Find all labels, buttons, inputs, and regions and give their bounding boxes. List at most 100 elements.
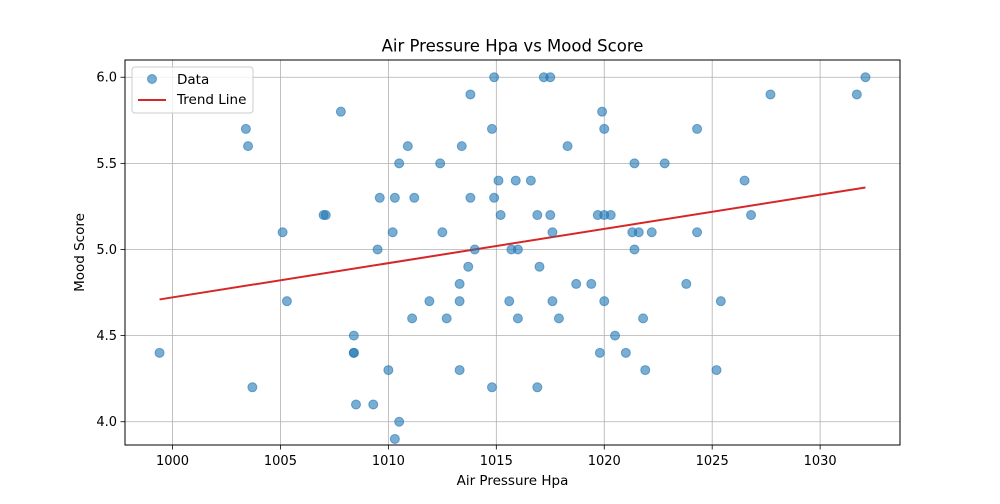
data-point (547, 227, 558, 238)
data-point (851, 89, 862, 100)
data-point (586, 278, 597, 289)
x-tick-label: 1015 (480, 454, 513, 469)
data-point (495, 210, 506, 221)
legend-data-label: Data (177, 72, 209, 88)
data-point (454, 278, 465, 289)
data-point (646, 227, 657, 238)
data-point (739, 175, 750, 186)
data-point (277, 227, 288, 238)
data-point (692, 123, 703, 134)
data-point (765, 89, 776, 100)
data-point (532, 210, 543, 221)
data-point (638, 313, 649, 324)
data-point (372, 244, 383, 255)
data-point (553, 313, 564, 324)
legend-box (131, 66, 254, 114)
legend-data-marker (147, 74, 157, 84)
data-point (659, 158, 670, 169)
x-axis-label: Air Pressure Hpa (457, 473, 569, 489)
data-point (402, 141, 413, 152)
chart-title: Air Pressure Hpa vs Mood Score (382, 37, 644, 56)
data-point (610, 330, 621, 341)
data-point (512, 244, 523, 255)
data-point (599, 123, 610, 134)
data-point (409, 192, 420, 203)
x-tick-label: 1025 (696, 454, 729, 469)
data-point (633, 227, 644, 238)
data-point (348, 347, 359, 358)
y-tick-label: 4.5 (96, 329, 117, 344)
data-point (387, 227, 398, 238)
data-point (597, 106, 608, 117)
data-point (394, 158, 405, 169)
data-point (545, 72, 556, 83)
data-point (374, 192, 385, 203)
data-point (532, 382, 543, 393)
data-point (525, 175, 536, 186)
data-point (281, 296, 292, 307)
data-point (441, 313, 452, 324)
data-point (545, 210, 556, 221)
x-tick-label: 1030 (804, 454, 837, 469)
data-point (681, 278, 692, 289)
data-point (424, 296, 435, 307)
trend-line-layer (159, 186, 866, 301)
trend-line (159, 186, 866, 301)
data-point (463, 261, 474, 272)
data-point (692, 227, 703, 238)
data-point (389, 433, 400, 444)
y-axis-ticks: 4.0 4.5 5.0 5.5 6.0 (96, 71, 125, 430)
data-point (454, 365, 465, 376)
data-point (715, 296, 726, 307)
y-axis-label: Mood Score (72, 213, 88, 292)
data-point (368, 399, 379, 410)
legend-trend-label: Trend Line (176, 92, 246, 108)
data-point (629, 158, 640, 169)
data-point (599, 296, 610, 307)
data-point (469, 244, 480, 255)
data-point (320, 210, 331, 221)
data-point (620, 347, 631, 358)
data-point (465, 192, 476, 203)
data-point (486, 382, 497, 393)
data-point (547, 296, 558, 307)
data-point (435, 158, 446, 169)
data-point (640, 365, 651, 376)
y-tick-label: 6.0 (96, 71, 117, 86)
data-point (454, 296, 465, 307)
data-point (154, 347, 165, 358)
data-point (571, 278, 582, 289)
data-point (746, 210, 757, 221)
x-tick-label: 1010 (372, 454, 405, 469)
data-points (154, 72, 871, 444)
data-point (350, 399, 361, 410)
data-point (335, 106, 346, 117)
x-tick-label: 1005 (264, 454, 297, 469)
data-point (504, 296, 515, 307)
data-point (394, 416, 405, 427)
data-point (389, 192, 400, 203)
data-point (247, 382, 258, 393)
data-point (629, 244, 640, 255)
y-tick-label: 5.0 (96, 243, 117, 258)
data-point (465, 89, 476, 100)
data-point (711, 365, 722, 376)
data-point (348, 330, 359, 341)
y-tick-label: 5.5 (96, 157, 117, 172)
x-tick-label: 1020 (588, 454, 621, 469)
data-point (456, 141, 467, 152)
data-point (383, 365, 394, 376)
data-point (407, 313, 418, 324)
data-point (562, 141, 573, 152)
data-point (493, 175, 504, 186)
data-point (534, 261, 545, 272)
data-point (605, 210, 616, 221)
legend: Data Trend Line (131, 66, 254, 114)
data-point (510, 175, 521, 186)
data-point (437, 227, 448, 238)
plot-frame (124, 59, 901, 446)
x-axis-ticks: 1000 1005 1010 1015 1020 1025 1030 (156, 445, 837, 469)
data-point (486, 123, 497, 134)
